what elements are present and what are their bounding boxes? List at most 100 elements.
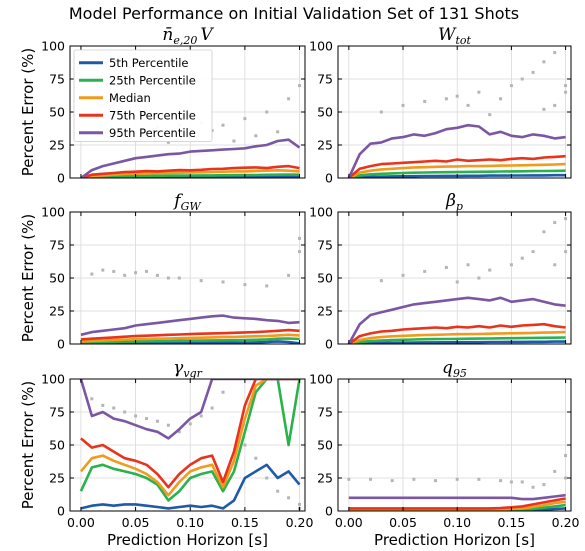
- scatter-point: [254, 134, 258, 138]
- scatter-point: [434, 479, 438, 483]
- scatter-point: [298, 502, 302, 506]
- scatter-point: [564, 217, 568, 221]
- series-line-95th-percentile: [80, 138, 301, 178]
- panel-title-base: n̄: [162, 25, 173, 45]
- scatter-point: [553, 263, 557, 267]
- panel-0: 0 25 50 75 100 n̄e,20 V Percent Error (%) 5th Pe…: [19, 25, 306, 186]
- scatter-point: [347, 477, 351, 481]
- scatter-point: [265, 110, 269, 114]
- y-tick-label: 75: [49, 72, 65, 87]
- scatter-point: [123, 410, 127, 414]
- y-tick-label: 75: [317, 72, 333, 87]
- scatter-point: [298, 84, 302, 88]
- scatter-group: [90, 236, 302, 288]
- scatter-point: [531, 70, 535, 74]
- scatter-point: [166, 423, 170, 427]
- scatter-point: [423, 99, 427, 103]
- scatter-point: [199, 279, 203, 283]
- panel-title-base: γ: [173, 358, 184, 378]
- scatter-point: [564, 454, 568, 458]
- scatter-point: [390, 479, 394, 483]
- y-tick-label: 50: [49, 438, 65, 453]
- y-tick-label: 100: [309, 205, 333, 220]
- scatter-point: [90, 397, 94, 401]
- series-line-25th-percentile: [348, 336, 566, 344]
- scatter-point: [412, 477, 416, 481]
- scatter-point: [298, 236, 302, 240]
- scatter-point: [276, 489, 280, 493]
- scatter-point: [221, 123, 225, 127]
- series-line-75th-percentile: [80, 379, 300, 489]
- series-line-95th-percentile: [80, 314, 300, 337]
- scatter-point: [553, 469, 557, 473]
- panel-title: fGW: [172, 191, 202, 213]
- y-tick-label: 0: [325, 337, 333, 352]
- scatter-point: [509, 263, 513, 267]
- panel-title: βp: [445, 191, 463, 213]
- series-group: [79, 379, 301, 510]
- x-tick-label: 0.20: [552, 515, 580, 530]
- scatter-point: [499, 97, 503, 101]
- panel-title-sub: 95: [453, 367, 467, 380]
- scatter-point: [553, 51, 557, 55]
- y-tick-label: 50: [317, 438, 333, 453]
- y-tick-label: 25: [317, 138, 333, 153]
- scatter-point: [444, 97, 448, 101]
- series-line-median: [80, 169, 300, 178]
- panel-title: γvgr: [173, 358, 202, 380]
- scatter-point: [287, 97, 291, 101]
- scatter-point: [243, 443, 247, 447]
- series-line-95th-percentile: [347, 123, 566, 178]
- scatter-group: [90, 390, 302, 510]
- series-line-median: [80, 333, 300, 343]
- scatter-point: [477, 477, 481, 481]
- series-line-75th-percentile: [347, 154, 566, 178]
- series-line-5th-percentile: [80, 463, 301, 510]
- scatter-point: [298, 250, 302, 254]
- scatter-point: [401, 273, 405, 277]
- scatter-point: [221, 390, 225, 394]
- panel-title-sub: vgr: [183, 367, 202, 380]
- panels: 0 25 50 75 100 n̄e,20 V Percent Error (%) 5th Pe…: [19, 25, 580, 549]
- scatter-point: [423, 269, 427, 273]
- x-axis-label: Prediction Horizon [s]: [374, 531, 535, 549]
- x-tick-label: 0.10: [176, 515, 204, 530]
- series-line-25th-percentile: [79, 379, 301, 502]
- panel-title-tail: V: [200, 25, 214, 45]
- panel-title-base: q: [442, 358, 453, 378]
- scatter-point: [542, 483, 546, 487]
- scatter-point: [542, 60, 546, 64]
- scatter-point: [90, 272, 94, 276]
- x-tick-label: 0.10: [443, 515, 471, 530]
- y-axis-label: Percent Error (%): [19, 48, 37, 177]
- x-tick-label: 0.15: [231, 515, 259, 530]
- scatter-point: [466, 103, 470, 107]
- panel-title: Wtot: [438, 25, 472, 47]
- y-tick-label: 50: [49, 271, 65, 286]
- scatter-point: [254, 456, 258, 460]
- scatter-point: [531, 250, 535, 254]
- y-tick-label: 0: [325, 504, 333, 519]
- scatter-point: [166, 140, 170, 144]
- scatter-point: [520, 480, 524, 484]
- y-tick-label: 100: [309, 372, 333, 387]
- series-line-25th-percentile: [348, 169, 566, 178]
- y-tick-label: 75: [317, 238, 333, 253]
- panel-2: 0 25 50 75 100 fGW Percent Error (%): [19, 191, 306, 352]
- scatter-point: [401, 103, 405, 107]
- scatter-point: [243, 117, 247, 121]
- scatter-point: [477, 276, 481, 280]
- scatter-point: [520, 77, 524, 81]
- scatter-point: [531, 485, 535, 489]
- scatter-point: [509, 84, 513, 88]
- scatter-point: [265, 284, 269, 288]
- scatter-point: [134, 271, 138, 275]
- legend-label: 75th Percentile: [109, 108, 196, 122]
- scatter-point: [177, 430, 181, 434]
- x-tick-label: 0.20: [286, 515, 314, 530]
- x-tick-label: 0.00: [335, 515, 363, 530]
- scatter-point: [134, 414, 138, 418]
- legend-label: 95th Percentile: [109, 126, 196, 140]
- scatter-point: [177, 276, 181, 280]
